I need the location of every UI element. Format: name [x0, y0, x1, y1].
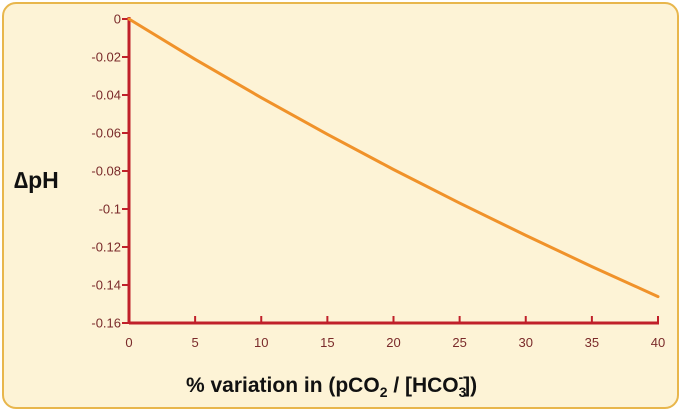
x-tick-label: 25 — [452, 335, 466, 350]
x-tick-label: 30 — [519, 335, 533, 350]
x-tick-label: 15 — [320, 335, 334, 350]
y-tick-label: -0.14 — [91, 278, 121, 293]
x-axis-ticks: 0 5 10 15 20 25 30 35 40 — [125, 316, 665, 350]
y-tick-label: -0.04 — [91, 88, 121, 103]
x-tick-label: 5 — [192, 335, 199, 350]
y-axis-ticks: 0 -0.02 -0.04 -0.06 -0.08 -0.1 -0.12 -0.14 -0.16 — [91, 12, 129, 331]
x-tick-label: 40 — [651, 335, 665, 350]
chart-frame — [2, 2, 679, 409]
y-tick-label: -0.12 — [91, 240, 121, 255]
y-axis-label: ∆pH — [14, 167, 59, 193]
series-line — [127, 17, 660, 299]
y-tick-label: 0 — [114, 12, 121, 27]
y-tick-label: -0.16 — [91, 316, 121, 331]
x-tick-label: 20 — [386, 335, 400, 350]
x-tick-label: 10 — [254, 335, 268, 350]
y-tick-label: -0.02 — [91, 50, 121, 65]
x-tick-label: 35 — [585, 335, 599, 350]
y-tick-label: -0.06 — [91, 126, 121, 141]
x-tick-label: 0 — [125, 335, 132, 350]
x-axis-label: % variation in (pCO2 / [HCO3-]) — [186, 369, 477, 400]
y-tick-label: -0.08 — [91, 164, 121, 179]
y-tick-label: -0.1 — [99, 202, 121, 217]
